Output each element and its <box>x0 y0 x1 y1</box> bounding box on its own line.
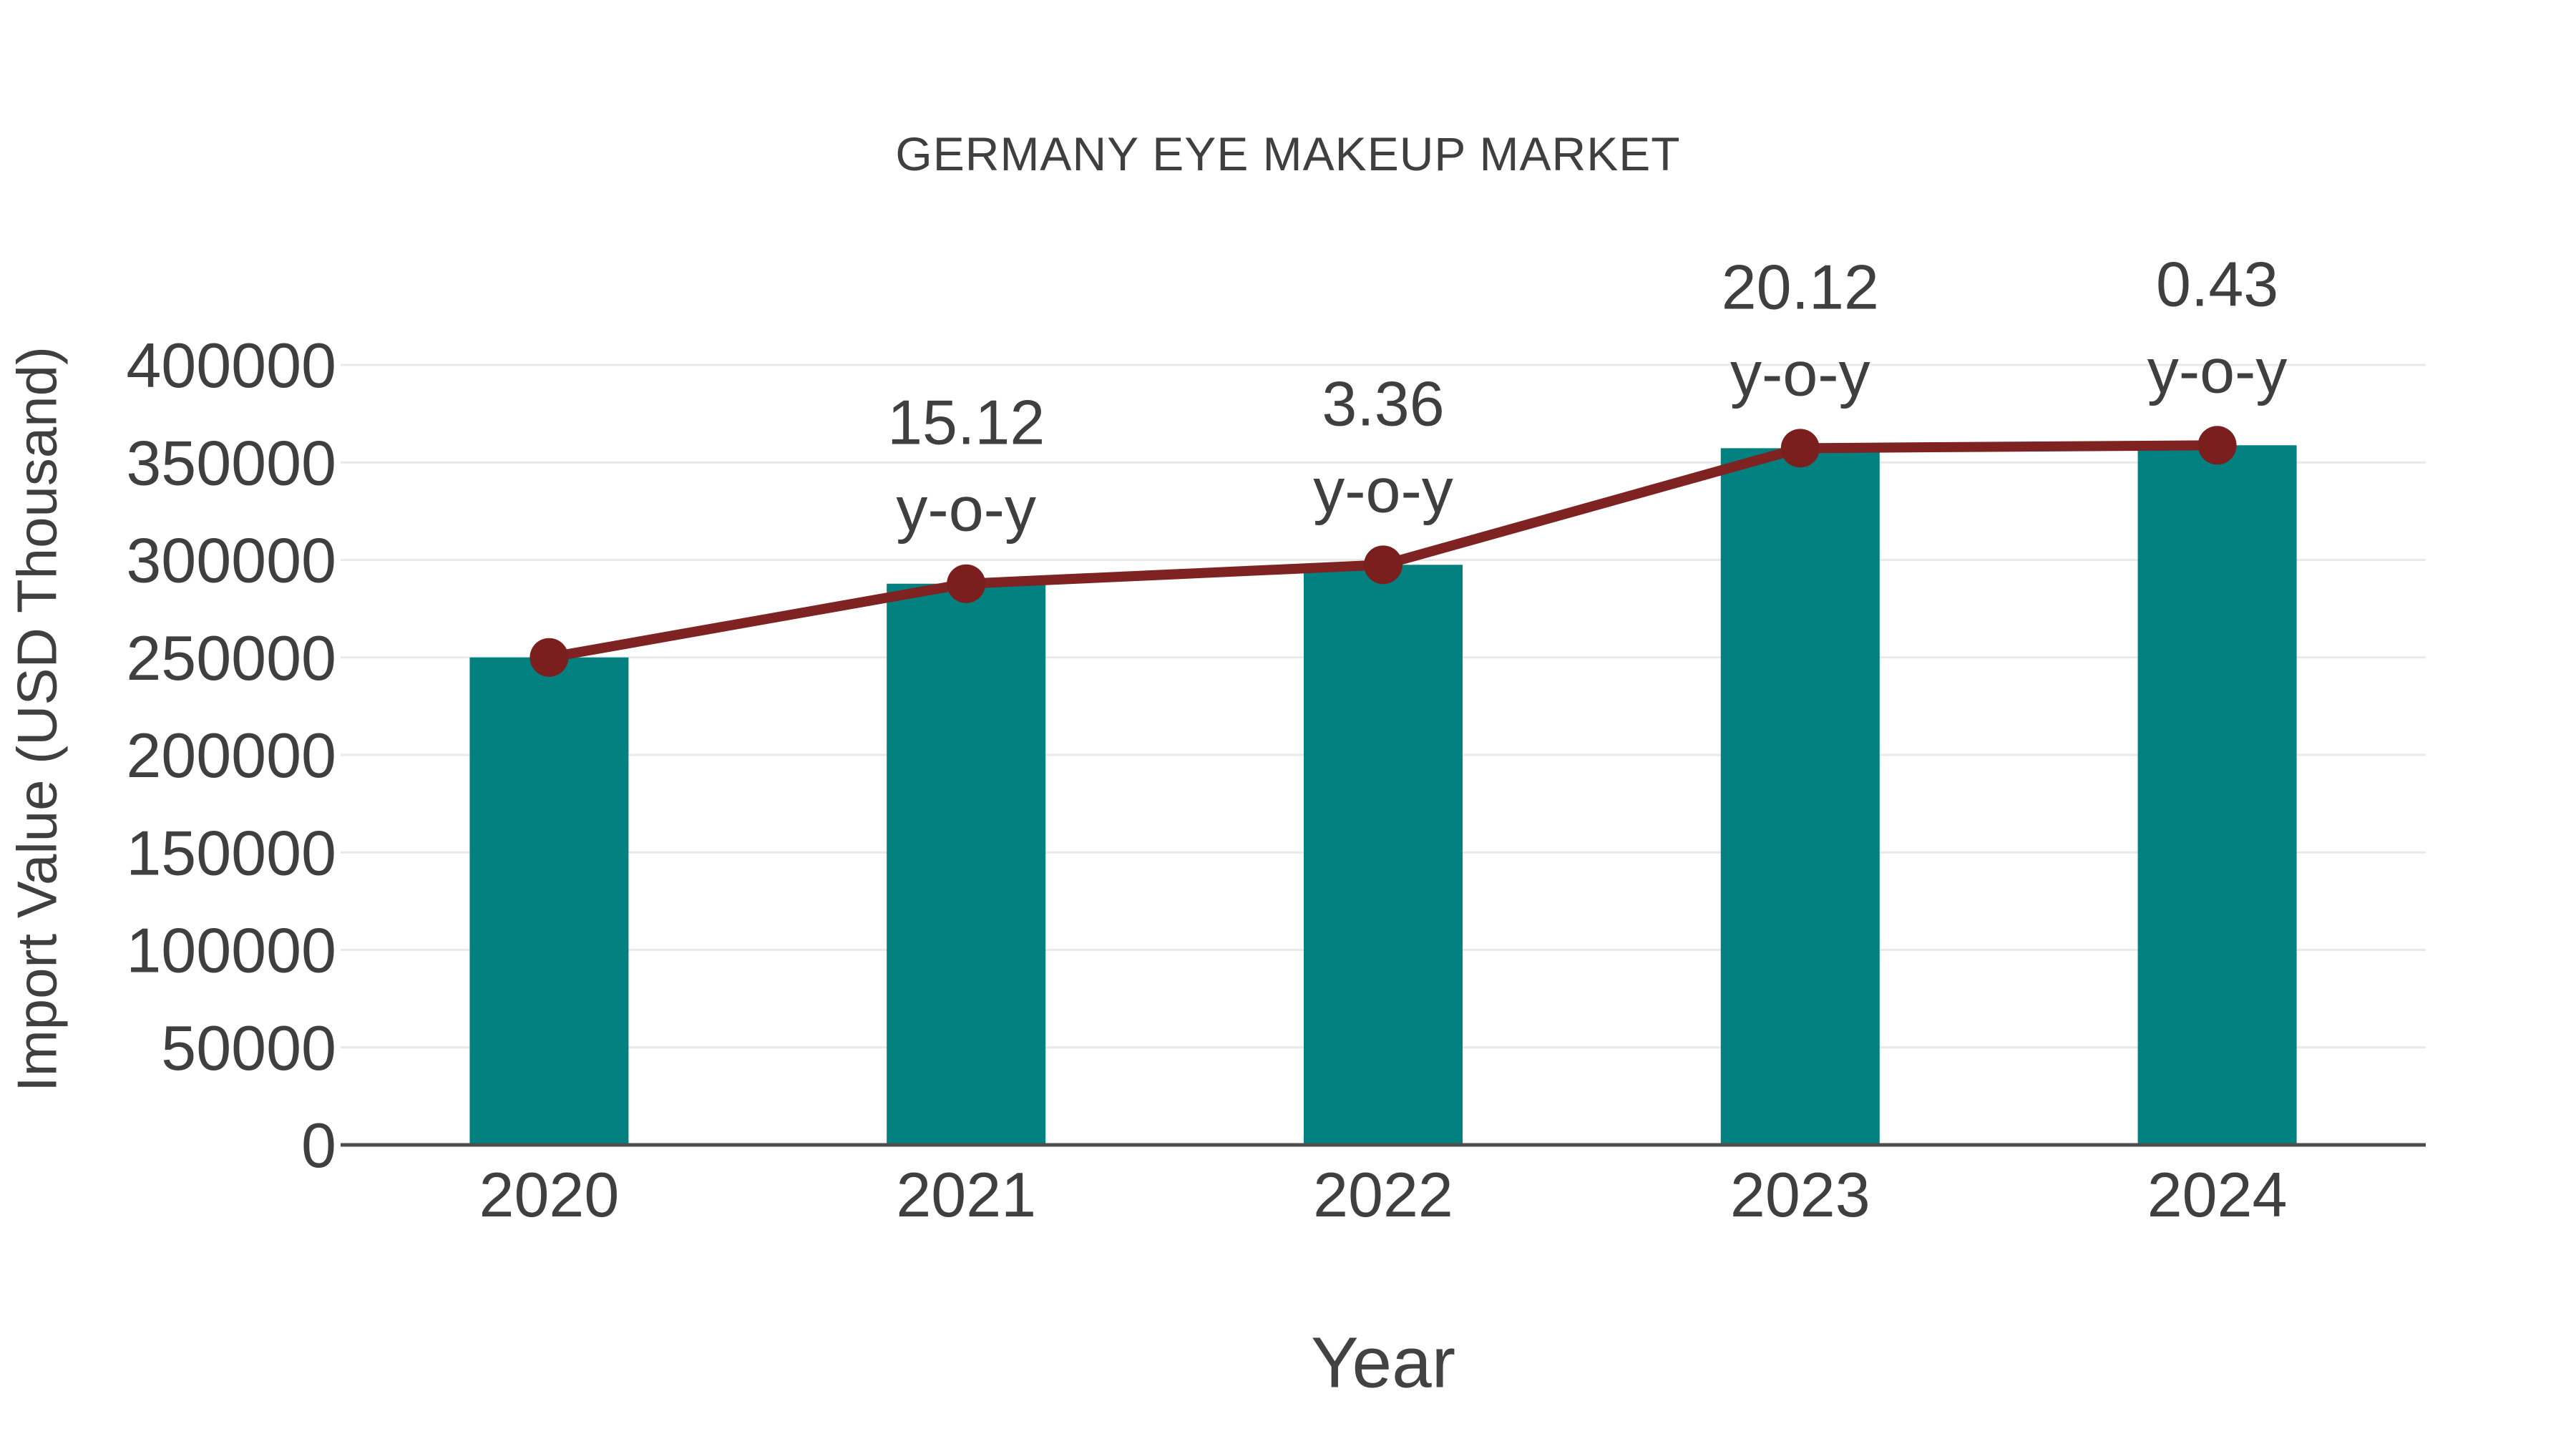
line-marker-2022 <box>1364 545 1402 585</box>
x-axis-title: Year <box>1310 1322 1456 1403</box>
annotation-value: 15.12 <box>887 387 1045 458</box>
y-tick-label: 100000 <box>126 915 336 986</box>
annotation-value: 0.43 <box>2156 248 2278 319</box>
annotation-unit: y-o-y <box>2147 335 2288 406</box>
annotation-value: 3.36 <box>1322 368 1444 439</box>
bar-2024 <box>2137 445 2297 1145</box>
y-tick-label: 200000 <box>126 720 336 791</box>
chart-title: GERMANY EYE MAKEUP MARKET <box>895 127 1681 180</box>
x-tick-label: 2021 <box>896 1159 1036 1230</box>
x-tick-label: 2024 <box>2147 1159 2288 1230</box>
line-marker-2024 <box>2197 426 2237 465</box>
annotation-unit: y-o-y <box>1313 454 1453 525</box>
y-tick-label: 250000 <box>126 623 336 693</box>
x-tick-label: 2020 <box>479 1159 620 1230</box>
bar-2021 <box>887 583 1046 1145</box>
line-marker-2021 <box>947 564 986 603</box>
y-tick-label: 0 <box>301 1110 336 1181</box>
annotation-unit: y-o-y <box>1730 338 1870 409</box>
bar-2022 <box>1304 565 1463 1145</box>
y-tick-label: 300000 <box>126 525 336 596</box>
y-tick-label: 350000 <box>126 427 336 498</box>
y-tick-label: 150000 <box>126 817 336 888</box>
line-marker-2023 <box>1780 429 1820 468</box>
annotation-value: 20.12 <box>1722 251 1879 322</box>
y-tick-label: 400000 <box>126 330 336 401</box>
bar-2020 <box>469 657 629 1145</box>
x-tick-label: 2022 <box>1313 1159 1453 1230</box>
line-marker-2020 <box>530 638 569 677</box>
y-tick-label: 50000 <box>161 1013 336 1083</box>
bar-2023 <box>1720 448 1880 1145</box>
x-tick-label: 2023 <box>1730 1159 1870 1230</box>
annotation-unit: y-o-y <box>896 474 1036 545</box>
